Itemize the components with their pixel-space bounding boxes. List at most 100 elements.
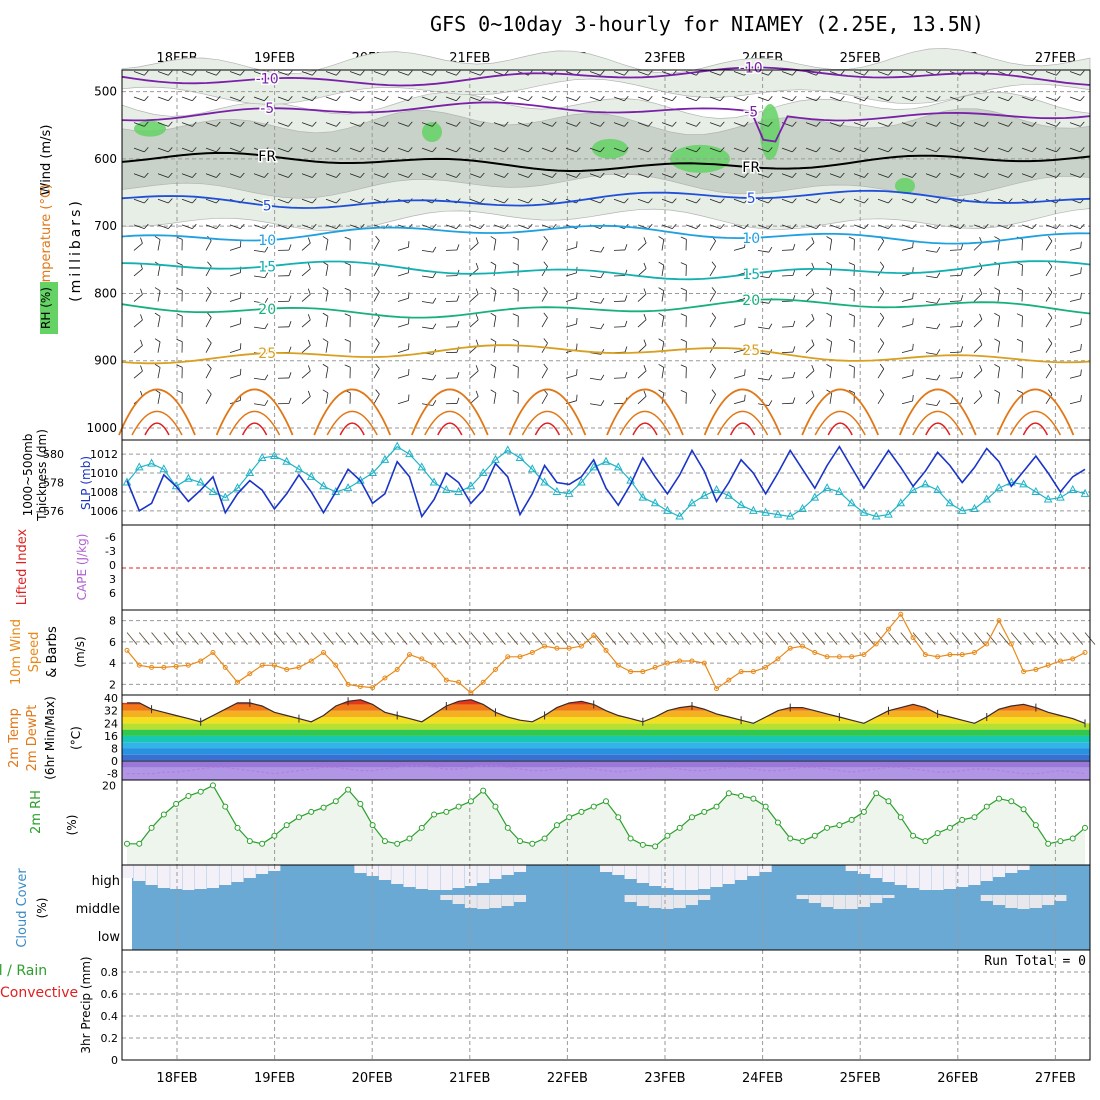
wind-barb-flag xyxy=(936,323,941,330)
wind-barb xyxy=(1045,71,1057,76)
thickness-point xyxy=(1043,494,1053,503)
wind-barb-flag xyxy=(912,198,917,204)
wind-barb-flag xyxy=(1032,147,1037,153)
wind-barb xyxy=(829,96,841,102)
rh2m-point xyxy=(136,840,143,847)
wind-barb xyxy=(133,319,143,328)
wind-barb-flag xyxy=(1080,172,1085,178)
temperature-color-bands xyxy=(122,699,1090,780)
wind-barb xyxy=(1069,96,1081,102)
wind-barb-flag xyxy=(979,364,983,371)
wind-barb xyxy=(445,147,457,153)
wind-barb xyxy=(925,275,937,279)
rh2m-point xyxy=(1057,838,1064,845)
cloud-mid-gap xyxy=(870,895,883,903)
wind-barb xyxy=(589,275,601,279)
wind-barb-flag xyxy=(840,147,845,153)
wind-barb xyxy=(877,96,889,102)
temperature-band xyxy=(122,699,1090,705)
wind-barb-flag xyxy=(490,287,497,292)
wind-barb xyxy=(781,224,793,229)
thickness-point xyxy=(441,485,451,494)
rh2m-point xyxy=(1032,822,1039,829)
wind-barb xyxy=(637,96,649,102)
wind-barb xyxy=(181,147,193,153)
wind-barb-flag xyxy=(643,237,647,244)
cloud-high-gap xyxy=(121,865,133,878)
wind-barb xyxy=(853,198,865,204)
wind-barb xyxy=(133,243,143,251)
wind-barb xyxy=(517,122,529,127)
wind-barb xyxy=(421,147,433,153)
wind-barb-flag xyxy=(744,369,746,376)
thickness-point xyxy=(220,492,230,501)
wind-barb-flag xyxy=(912,223,917,229)
wind-barb-flag xyxy=(140,237,143,244)
slp-line xyxy=(126,445,1086,519)
wind-barb xyxy=(397,122,409,127)
wind-barb-flag xyxy=(1056,147,1061,153)
wind-barb-flag xyxy=(826,312,832,317)
wind-speed-point xyxy=(996,618,1002,624)
wind-barb-flag xyxy=(432,374,437,381)
wind-barb-flag xyxy=(936,147,941,153)
wind-barb xyxy=(157,341,161,353)
thickness-point xyxy=(957,505,967,514)
wind-barb-flag xyxy=(768,198,773,204)
wind-barb xyxy=(469,268,479,277)
wind-barb-flag xyxy=(192,172,197,178)
wind-speed-point xyxy=(812,650,818,655)
wind-barb-flag xyxy=(1056,172,1061,178)
rh2m-point xyxy=(381,838,388,845)
wind-barb-flag xyxy=(432,147,437,153)
wind-barb xyxy=(157,392,161,404)
thickness-point xyxy=(564,488,574,497)
wind-barb-flag xyxy=(624,121,629,127)
wind-barb-flag xyxy=(168,147,173,153)
wind-barb xyxy=(709,317,716,328)
wind-barb xyxy=(325,341,329,353)
wind-barb-flag xyxy=(792,269,796,276)
wind-barb-flag xyxy=(826,363,832,368)
wind-barb-flag xyxy=(408,96,413,102)
wind-barb xyxy=(373,173,385,178)
wind-barb-flag xyxy=(792,147,797,153)
wind-barb-flag xyxy=(720,223,725,229)
wind-barb xyxy=(997,96,1009,102)
wind-barb xyxy=(1045,266,1053,277)
wind-axis-label: Wind (m/s) xyxy=(39,125,54,196)
wind-speed-point xyxy=(1057,658,1063,664)
cloud-high-gap xyxy=(1017,865,1030,870)
wind-barb-flag xyxy=(658,261,664,266)
wind-barb xyxy=(157,224,169,229)
surface-wind-barb xyxy=(568,632,580,645)
wind-barb xyxy=(829,265,833,277)
thickness-point xyxy=(613,462,623,471)
wind-barb-flag xyxy=(168,223,173,229)
wind-barb-flag xyxy=(960,223,965,229)
cloud-high-gap xyxy=(857,865,870,874)
cloud-high-gap xyxy=(219,865,232,885)
cloud-high-gap xyxy=(747,865,760,876)
wind-barb-flag xyxy=(528,147,533,153)
wind-barb-flag xyxy=(848,262,855,266)
precip-tick-label: 0.6 xyxy=(101,988,119,1001)
wind-barb-flag xyxy=(288,321,292,327)
wind-barb xyxy=(661,147,673,153)
wind-barb-flag xyxy=(648,121,653,127)
wind-speed-point xyxy=(603,647,609,653)
temperature-band xyxy=(122,754,1090,762)
wind-barb xyxy=(661,122,673,127)
wind-barb xyxy=(181,122,193,127)
rh2m-point xyxy=(369,822,376,829)
wind-barb-flag xyxy=(1048,389,1053,395)
wind-barb xyxy=(469,242,479,251)
surface-warm-contour xyxy=(996,388,1075,436)
wind-barb xyxy=(157,96,169,102)
wind-barb-flag xyxy=(207,389,212,395)
wind-barb-flag xyxy=(336,172,341,178)
surface-wind-barb xyxy=(138,632,150,645)
dewpoint-line xyxy=(127,765,1086,775)
wind-barb xyxy=(949,300,962,302)
temperature-tick-label: 40 xyxy=(104,692,118,705)
